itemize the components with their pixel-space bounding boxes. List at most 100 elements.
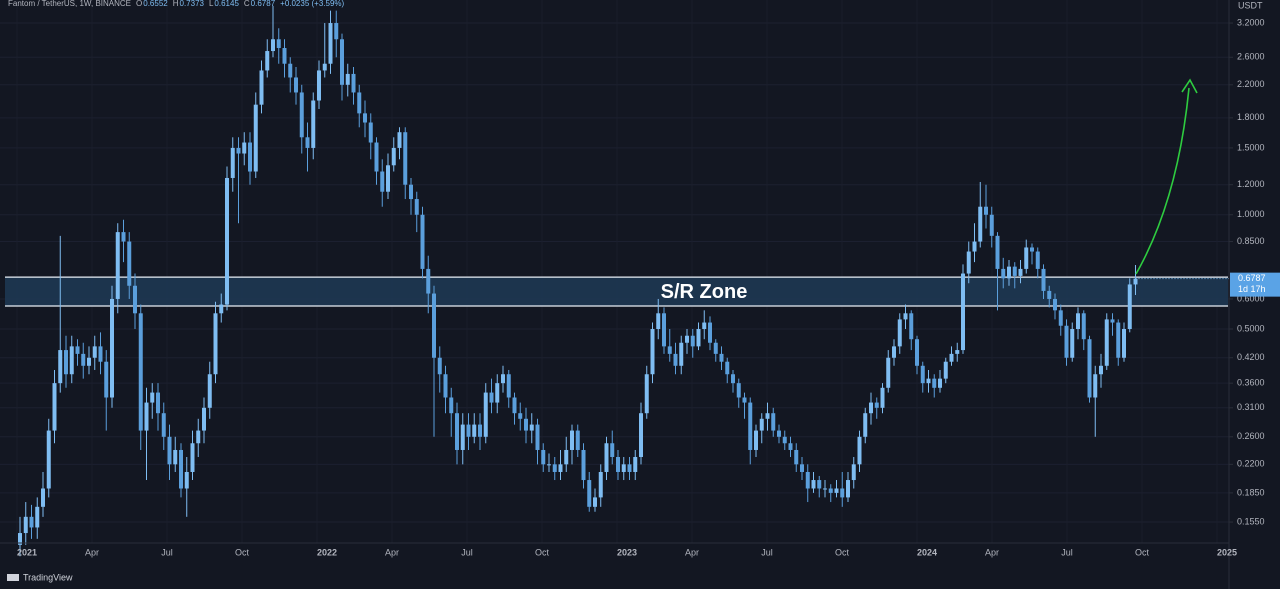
- candle-body: [1093, 374, 1098, 398]
- candle-body: [156, 392, 160, 414]
- candle-body: [1007, 266, 1011, 279]
- candle-body: [903, 313, 908, 320]
- y-tick-label: 0.1850: [1237, 487, 1265, 497]
- x-tick-label: Apr: [85, 547, 99, 557]
- candle-body: [345, 73, 350, 85]
- x-tick-label: Oct: [235, 547, 250, 557]
- candle-body: [225, 177, 229, 305]
- candle-body: [466, 424, 471, 437]
- x-tick-label: Apr: [385, 547, 399, 557]
- candle-body: [949, 353, 954, 362]
- y-tick-label: 2.2000: [1237, 79, 1265, 89]
- candle-body: [938, 378, 942, 388]
- candle-body: [662, 313, 666, 347]
- candle-body: [759, 418, 764, 431]
- candle-body: [823, 488, 827, 490]
- candle-body: [18, 533, 22, 545]
- candle-body: [1081, 313, 1086, 340]
- legend-text: 0.6145: [214, 0, 239, 8]
- candle-body: [1018, 268, 1023, 276]
- candle-body: [317, 70, 321, 101]
- logo: TradingView: [7, 572, 73, 582]
- sr-zone: S/R Zone: [5, 276, 1228, 307]
- candle-body: [587, 480, 592, 507]
- candle-body: [167, 436, 172, 465]
- candle-body: [288, 63, 293, 78]
- last-price-box: [1230, 272, 1280, 297]
- candle-body: [52, 383, 57, 431]
- y-tick-label: 0.8500: [1237, 236, 1265, 246]
- candle-body: [437, 357, 442, 375]
- candle-body: [81, 353, 86, 366]
- candle-body: [621, 464, 626, 472]
- candle-body: [230, 147, 235, 178]
- candle-body: [386, 165, 390, 192]
- candle-body: [742, 397, 747, 403]
- legend-text: 0.6552: [143, 0, 168, 8]
- x-tick-label: Jul: [761, 547, 773, 557]
- candle-body: [943, 361, 948, 379]
- candle-body: [426, 268, 431, 294]
- y-tick-label: 1.0000: [1237, 209, 1265, 219]
- candle-body: [276, 39, 281, 49]
- candle-body: [161, 413, 166, 437]
- candle-body: [35, 506, 40, 528]
- y-tick-label: 0.4200: [1237, 352, 1265, 362]
- candle-body: [1127, 284, 1132, 330]
- candle-body: [472, 424, 477, 437]
- candle-body: [58, 350, 63, 384]
- candle-body: [650, 329, 655, 375]
- candle-body: [610, 443, 615, 458]
- candle-body: [1099, 365, 1103, 375]
- candle-body: [374, 142, 379, 172]
- candle-body: [679, 342, 684, 366]
- candle-body: [817, 480, 822, 489]
- axes: 3.2000 2.6000 2.2000 1.8000 1.5000 1.2000 1.00…: [17, 17, 1280, 557]
- y-tick-label: 3.2000: [1237, 17, 1265, 27]
- y-tick-label: 0.5000: [1237, 323, 1265, 333]
- logo-text: TradingView: [23, 572, 73, 582]
- candle-body: [104, 361, 109, 398]
- last-price: 0.6787: [1238, 273, 1266, 283]
- candle-body: [1104, 319, 1109, 366]
- candle-body: [604, 443, 609, 472]
- candle-body: [777, 430, 781, 437]
- x-tick-label: 2025: [1217, 547, 1237, 557]
- candle-body: [322, 63, 327, 71]
- candle-body: [909, 313, 914, 340]
- legend-text: Fantom / TetherUS, 1W, BINANCE: [8, 0, 131, 8]
- candle-body: [397, 132, 402, 148]
- candle-body: [593, 497, 597, 507]
- y-tick-label: 2.6000: [1237, 52, 1265, 62]
- y-tick-label: 0.1550: [1237, 516, 1265, 526]
- candle-body: [29, 516, 34, 528]
- candle-body: [771, 413, 776, 431]
- candle-body: [886, 357, 891, 388]
- candle-body: [455, 413, 459, 450]
- candle-body: [414, 199, 419, 215]
- candle-body: [869, 402, 873, 414]
- legend-text: 0.6787: [251, 0, 276, 8]
- candle-body: [1030, 247, 1034, 252]
- candle-body: [64, 350, 68, 375]
- candle-body: [920, 365, 925, 384]
- x-tick-label: Oct: [835, 547, 850, 557]
- candle-body: [478, 424, 482, 437]
- candle-body: [828, 488, 833, 493]
- candle-body: [667, 346, 672, 354]
- y-tick-label: 0.3100: [1237, 402, 1265, 412]
- candle-body: [403, 132, 408, 185]
- candle-body: [932, 378, 937, 388]
- x-tick-label: Oct: [1135, 547, 1150, 557]
- candle-body: [449, 397, 454, 414]
- y-tick-label: 1.5000: [1237, 142, 1265, 152]
- candle-body: [846, 480, 850, 498]
- candle-body: [1087, 339, 1092, 398]
- candle-body: [863, 413, 868, 437]
- x-tick-label: Oct: [535, 547, 550, 557]
- candle-body: [857, 436, 862, 465]
- candle-body: [460, 424, 465, 450]
- y-tick-label: 0.6000: [1237, 293, 1265, 303]
- candle-body: [736, 383, 741, 398]
